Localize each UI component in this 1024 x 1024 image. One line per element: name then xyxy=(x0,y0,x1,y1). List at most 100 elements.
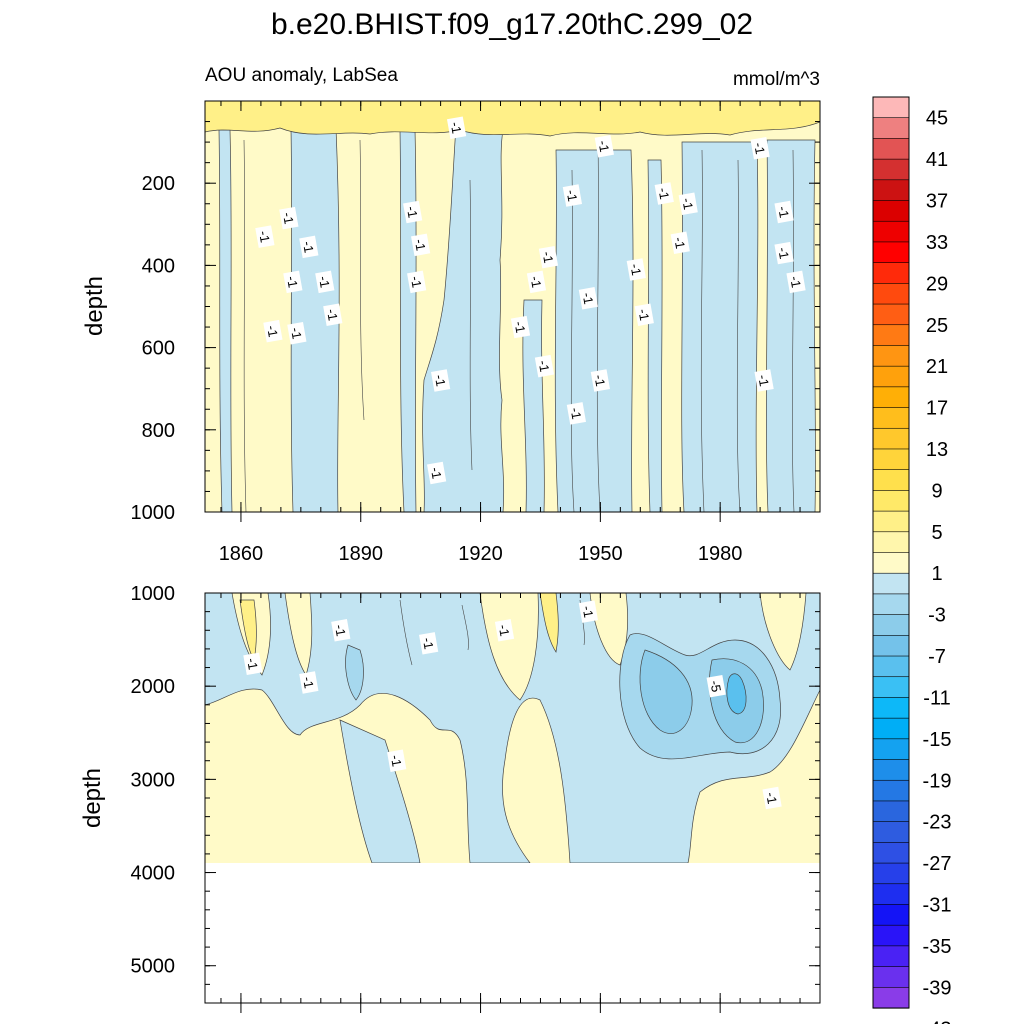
colorbar-swatch xyxy=(872,614,910,636)
colorbar-swatch xyxy=(872,510,910,533)
contour-label-text: -5 xyxy=(707,679,724,693)
colorbar-frame xyxy=(872,96,910,1009)
contour-label: -1 xyxy=(446,116,467,139)
contour-label: -1 xyxy=(590,369,610,392)
contour-label: -1 xyxy=(750,137,770,160)
contour-label: -1 xyxy=(594,134,614,158)
colorbar-swatch xyxy=(872,469,910,491)
upper-negative-region xyxy=(218,129,233,512)
contour-label-text: -1 xyxy=(775,205,792,219)
contour-label: -1 xyxy=(255,225,275,248)
contour-label-text: -1 xyxy=(671,236,688,250)
contour-label-text: -1 xyxy=(512,320,529,334)
contour-label-text: -1 xyxy=(591,374,608,388)
contour-label-text: -1 xyxy=(528,275,545,289)
colorbar-swatch xyxy=(872,96,910,119)
colorbar-swatch xyxy=(872,117,910,140)
lower-y-axis: 1000 2000 3000 4000 5000 xyxy=(131,583,820,1004)
lower-contour-labels: -1 -1 -1 -1 -1 -1 -1 -5 -1 xyxy=(243,600,782,810)
contour-label-box xyxy=(654,182,674,205)
y-tick-label: 800 xyxy=(142,420,175,442)
contour-label-text: -1 xyxy=(388,754,405,768)
contour-label: -5 xyxy=(706,674,726,698)
colorbar-label: 5 xyxy=(931,522,942,544)
colorbar-swatch xyxy=(872,283,910,305)
contour-label-text: -1 xyxy=(432,374,449,388)
lower-panel: -1-1-1-1-1-1-1-5-1 10002000300040005000 … xyxy=(79,583,821,1013)
contour-label-box xyxy=(774,200,794,224)
contour-label-text: -1 xyxy=(420,636,437,650)
colorbar-swatch xyxy=(872,842,910,864)
contour-label-box xyxy=(538,245,559,269)
upper-panel-contours xyxy=(205,101,820,512)
contour-label-text: -1 xyxy=(408,275,425,289)
contour-label-box xyxy=(299,671,319,694)
colorbar-label: 37 xyxy=(926,191,948,213)
colorbar-swatch xyxy=(872,386,910,409)
upper-contour-line xyxy=(359,139,365,421)
contour-label-text: -1 xyxy=(284,275,301,289)
contour-label-text: -1 xyxy=(280,211,297,225)
contour-label: -1 xyxy=(534,354,555,378)
contour-label-box xyxy=(431,369,451,392)
colorbar-label: -19 xyxy=(923,770,952,792)
upper-panel: -1 -1 -1 -1 -1 -1 -1 -1 -1 -1 -1 -1 -1 -1 -1 -1 -1 -1 -1 -1… xyxy=(81,100,821,565)
contour-label-box xyxy=(279,206,299,230)
contour-label-box xyxy=(626,258,646,281)
lower-negative-region xyxy=(339,719,421,863)
colorbar-label: 29 xyxy=(926,273,948,295)
upper-negative-region xyxy=(399,129,417,512)
colorbar-label: 13 xyxy=(926,439,948,461)
lower-x-axis xyxy=(220,593,801,1013)
contour-label: -1 xyxy=(762,786,782,810)
upper-negative-region xyxy=(766,139,816,512)
colorbar-swatch xyxy=(872,179,910,202)
contour-label-box xyxy=(678,192,698,215)
colorbar-swatch xyxy=(872,324,910,347)
contour-label-box xyxy=(419,632,439,655)
contour-label-box xyxy=(263,319,283,343)
colorbar-swatch xyxy=(872,779,910,802)
contour-label-box xyxy=(534,354,555,378)
contour-label-box xyxy=(562,184,583,207)
colorbar-swatch xyxy=(872,572,910,595)
contour-label: -1 xyxy=(510,315,531,339)
contour-label-text: -1 xyxy=(256,230,273,244)
contour-label-text: -1 xyxy=(496,623,513,637)
contour-label-box xyxy=(331,619,351,642)
contour-label-text: -1 xyxy=(568,406,585,420)
contour-label-box xyxy=(510,315,531,339)
upper-positive-band xyxy=(205,101,820,137)
contour-label-box xyxy=(283,270,303,294)
contour-label-box xyxy=(407,270,427,294)
colorbar-label: 41 xyxy=(926,149,948,171)
contour-label: -1 xyxy=(331,619,351,642)
contour-label-box xyxy=(670,231,690,255)
colorbar-swatch xyxy=(872,759,910,781)
lower-positive-region xyxy=(759,593,807,671)
y-tick-label: 2000 xyxy=(131,676,176,698)
contour-label-text: -1 xyxy=(627,263,644,277)
contour-label-text: -1 xyxy=(324,308,341,322)
contour-label: -1 xyxy=(774,241,794,265)
colorbar-swatch xyxy=(872,862,910,885)
contour-label: -1 xyxy=(279,206,299,230)
contour-label: -1 xyxy=(387,749,407,772)
chart-units: mmol/m^3 xyxy=(733,69,820,90)
colorbar-swatch xyxy=(872,138,910,160)
contour-label: -1 xyxy=(263,319,283,343)
colorbar-swatch xyxy=(872,883,910,906)
contour-label: -1 xyxy=(287,321,307,345)
colorbar-swatch xyxy=(872,945,910,968)
contour-label-text: -1 xyxy=(679,197,696,211)
upper-contour-line xyxy=(243,139,247,512)
contour-label-text: -1 xyxy=(316,275,333,289)
colorbar-swatch xyxy=(872,966,910,988)
contour-label-text: -1 xyxy=(536,359,553,373)
colorbar-swatch xyxy=(872,407,910,429)
contour-label: -1 xyxy=(634,303,654,326)
colorbar-label: -23 xyxy=(923,812,952,834)
contour-label: -1 xyxy=(578,600,598,623)
contour-label: -1 xyxy=(323,303,343,326)
contour-label: -1 xyxy=(427,461,447,485)
